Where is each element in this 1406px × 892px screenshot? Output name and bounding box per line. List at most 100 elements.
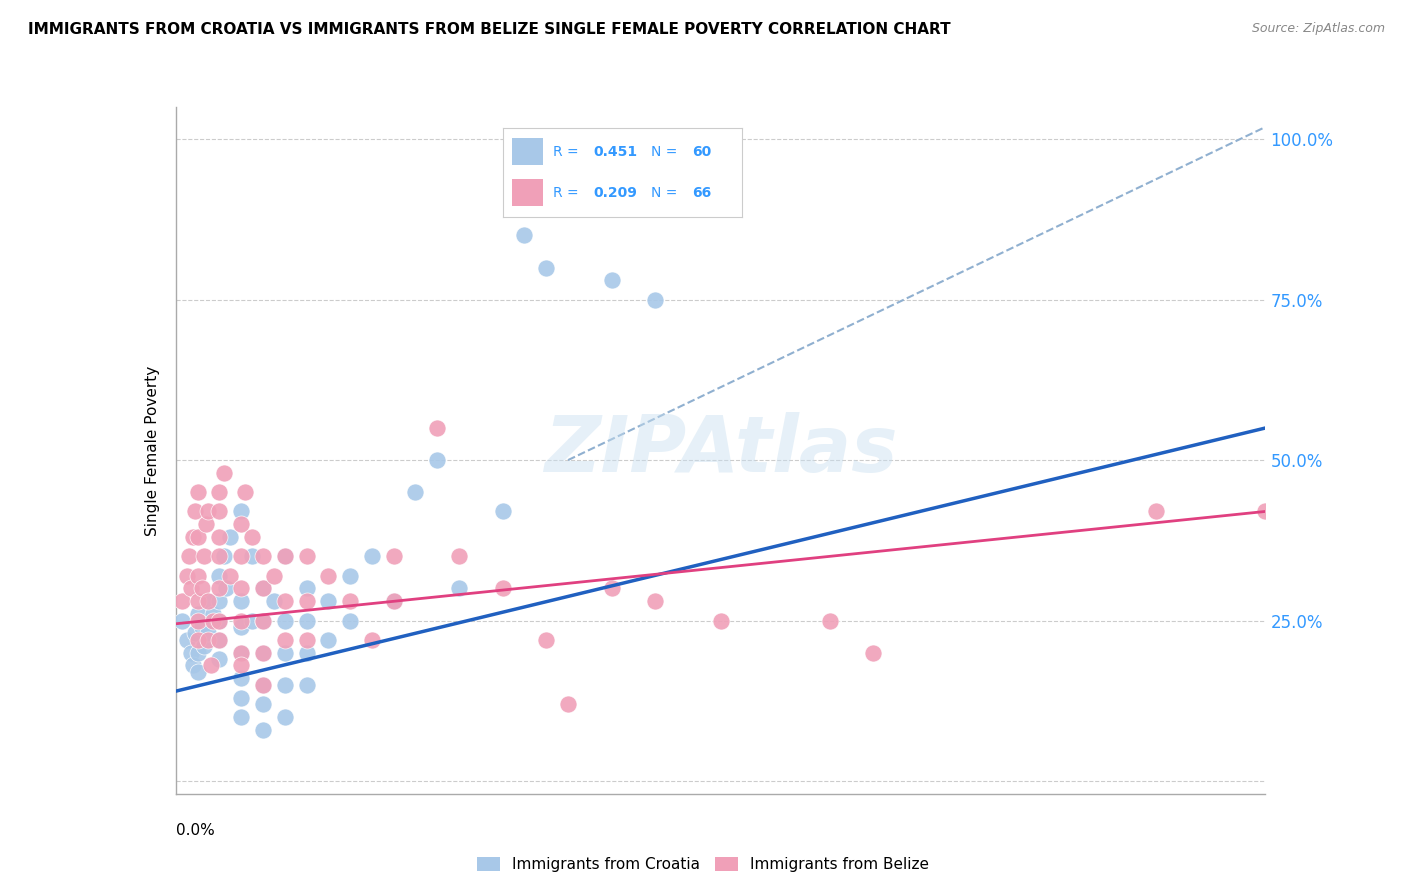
Point xyxy=(382,594,405,608)
Point xyxy=(197,504,219,518)
Point xyxy=(231,517,253,532)
Point xyxy=(208,594,231,608)
Point xyxy=(557,697,579,711)
Text: IMMIGRANTS FROM CROATIA VS IMMIGRANTS FROM BELIZE SINGLE FEMALE POVERTY CORRELAT: IMMIGRANTS FROM CROATIA VS IMMIGRANTS FR… xyxy=(28,22,950,37)
Point xyxy=(186,607,209,622)
Point xyxy=(252,549,274,564)
Point xyxy=(360,632,382,647)
Point xyxy=(295,632,318,647)
Point xyxy=(447,582,470,596)
Point xyxy=(231,549,253,564)
Point xyxy=(176,632,198,647)
Point xyxy=(180,646,202,660)
Point xyxy=(274,549,297,564)
Point xyxy=(208,504,231,518)
Point xyxy=(197,594,219,608)
Text: ZIPAtlas: ZIPAtlas xyxy=(544,412,897,489)
Point xyxy=(208,632,231,647)
Point xyxy=(644,594,666,608)
Point xyxy=(263,594,285,608)
Point xyxy=(263,568,285,582)
Point xyxy=(208,652,231,666)
Point xyxy=(274,710,297,724)
Point xyxy=(274,614,297,628)
Point xyxy=(181,658,204,673)
Point xyxy=(252,646,274,660)
Point xyxy=(208,568,231,582)
Point xyxy=(186,530,209,544)
Point xyxy=(252,678,274,692)
Point xyxy=(274,678,297,692)
Point xyxy=(219,568,242,582)
Point xyxy=(818,614,841,628)
Point xyxy=(426,421,449,435)
Point xyxy=(212,466,235,480)
Point xyxy=(295,594,318,608)
Point xyxy=(231,671,253,685)
Point xyxy=(177,549,200,564)
Point xyxy=(295,582,318,596)
Point xyxy=(339,568,361,582)
Point xyxy=(181,530,204,544)
Point xyxy=(197,626,219,640)
Point xyxy=(195,517,218,532)
Point xyxy=(339,594,361,608)
Point xyxy=(231,594,253,608)
Point xyxy=(208,485,231,500)
Point xyxy=(600,582,623,596)
Point xyxy=(180,582,202,596)
Point xyxy=(274,549,297,564)
Point xyxy=(201,607,224,622)
Point xyxy=(252,697,274,711)
Point xyxy=(231,614,253,628)
Point xyxy=(600,273,623,287)
Point xyxy=(710,614,733,628)
Point xyxy=(274,632,297,647)
Y-axis label: Single Female Poverty: Single Female Poverty xyxy=(145,366,160,535)
Point xyxy=(240,549,263,564)
Point xyxy=(382,549,405,564)
Point xyxy=(252,723,274,737)
Point xyxy=(231,658,253,673)
Point xyxy=(1254,504,1277,518)
Point xyxy=(191,620,214,634)
Point xyxy=(513,228,536,243)
Point xyxy=(240,614,263,628)
Point xyxy=(215,582,238,596)
Point xyxy=(197,632,219,647)
Point xyxy=(252,614,274,628)
Point xyxy=(186,632,209,647)
Point xyxy=(339,614,361,628)
Point xyxy=(231,690,253,705)
Point xyxy=(197,594,219,608)
Point xyxy=(172,614,194,628)
Point xyxy=(200,658,222,673)
Point xyxy=(235,485,257,500)
Point xyxy=(176,568,198,582)
Point xyxy=(405,485,427,500)
Point xyxy=(360,549,382,564)
Point xyxy=(172,594,194,608)
Point xyxy=(231,710,253,724)
Point xyxy=(186,614,209,628)
Point xyxy=(193,549,215,564)
Point xyxy=(295,646,318,660)
Point xyxy=(252,646,274,660)
Point xyxy=(295,678,318,692)
Point xyxy=(186,568,209,582)
Point xyxy=(186,665,209,679)
Point xyxy=(295,549,318,564)
Point xyxy=(295,614,318,628)
Point xyxy=(492,582,515,596)
Point xyxy=(240,530,263,544)
Point xyxy=(426,453,449,467)
Point xyxy=(184,504,207,518)
Point xyxy=(208,614,231,628)
Point xyxy=(208,614,231,628)
Point xyxy=(534,632,557,647)
Point xyxy=(252,582,274,596)
Point xyxy=(382,594,405,608)
Text: Source: ZipAtlas.com: Source: ZipAtlas.com xyxy=(1251,22,1385,36)
Point xyxy=(231,582,253,596)
Legend: Immigrants from Croatia, Immigrants from Belize: Immigrants from Croatia, Immigrants from… xyxy=(470,849,936,880)
